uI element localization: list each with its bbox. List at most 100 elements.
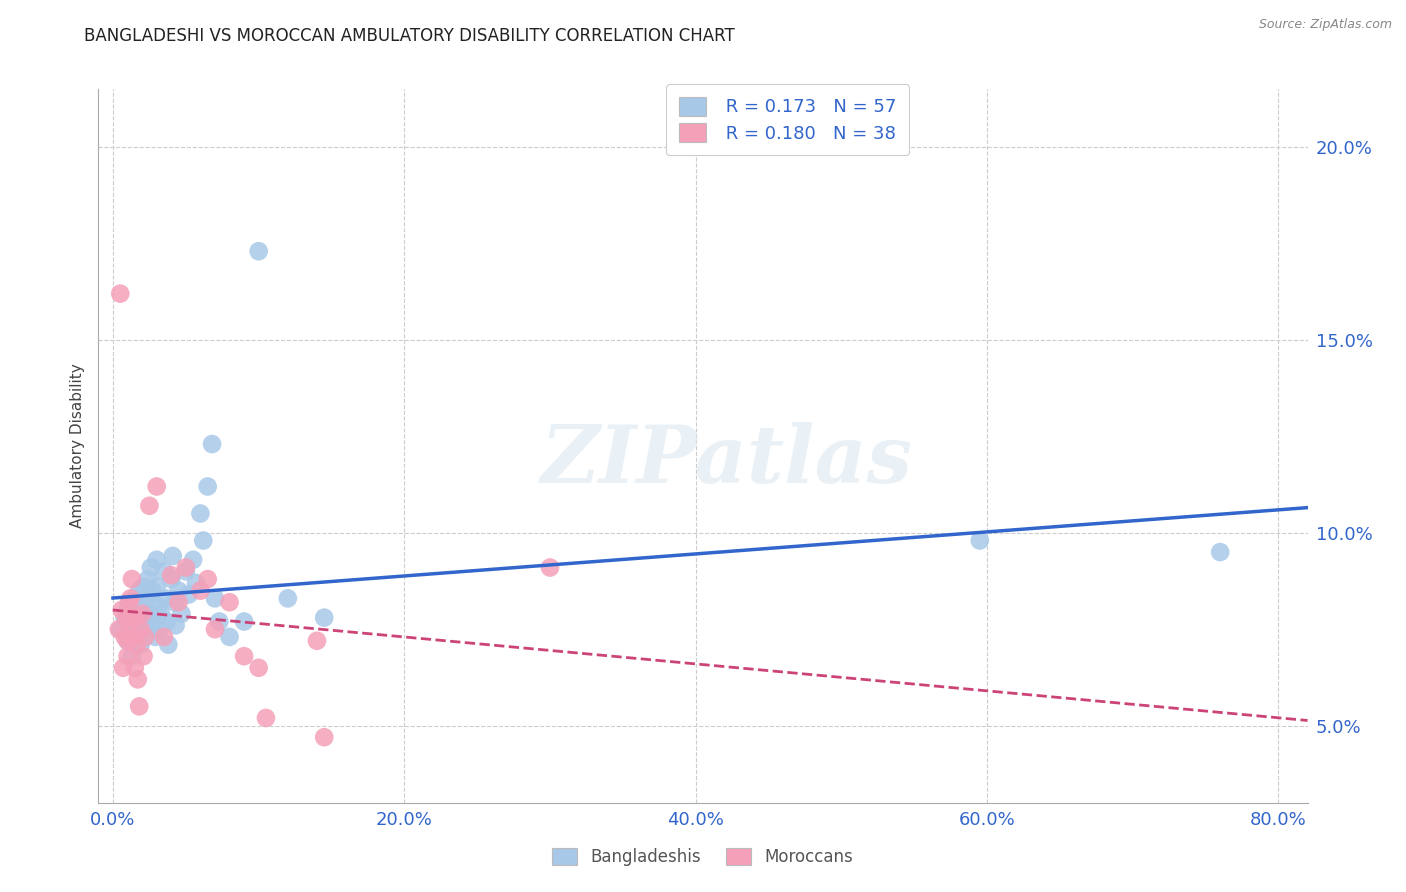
Point: [165, 618, 187, 632]
Point: [174, 560, 197, 574]
Point: [128, 699, 150, 714]
Point: [112, 661, 135, 675]
Point: [153, 565, 176, 579]
Point: [118, 595, 141, 609]
Point: [218, 595, 240, 609]
Point: [193, 533, 215, 548]
Text: Source: ZipAtlas.com: Source: ZipAtlas.com: [1258, 18, 1392, 31]
Point: [125, 638, 148, 652]
Point: [129, 638, 152, 652]
Point: [160, 568, 183, 582]
Point: [181, 553, 204, 567]
Point: [247, 244, 270, 259]
Point: [162, 549, 184, 563]
Point: [111, 603, 134, 617]
Point: [190, 583, 212, 598]
Point: [125, 615, 148, 629]
Point: [314, 730, 336, 744]
Point: [277, 591, 299, 606]
Point: [115, 610, 138, 624]
Point: [122, 630, 145, 644]
Point: [204, 622, 226, 636]
Point: [127, 673, 149, 687]
Point: [120, 615, 142, 629]
Point: [141, 583, 163, 598]
Point: [157, 638, 180, 652]
Point: [134, 610, 156, 624]
Point: [138, 591, 160, 606]
Point: [184, 576, 207, 591]
Point: [247, 661, 270, 675]
Legend:  R = 0.173   N = 57,  R = 0.180   N = 38: R = 0.173 N = 57, R = 0.180 N = 38: [666, 84, 910, 155]
Point: [124, 603, 146, 617]
Point: [233, 649, 256, 664]
Point: [305, 633, 328, 648]
Point: [314, 610, 336, 624]
Point: [254, 711, 277, 725]
Point: [969, 533, 991, 548]
Point: [197, 479, 219, 493]
Point: [156, 615, 179, 629]
Point: [139, 560, 162, 574]
Point: [197, 572, 219, 586]
Point: [117, 633, 139, 648]
Text: BANGLADESHI VS MOROCCAN AMBULATORY DISABILITY CORRELATION CHART: BANGLADESHI VS MOROCCAN AMBULATORY DISAB…: [84, 27, 735, 45]
Point: [131, 618, 153, 632]
Point: [132, 649, 155, 664]
Point: [233, 615, 256, 629]
Point: [110, 286, 132, 301]
Point: [117, 603, 139, 617]
Point: [108, 622, 131, 636]
Point: [131, 607, 153, 621]
Point: [145, 479, 167, 493]
Point: [146, 599, 169, 613]
Point: [132, 580, 155, 594]
Point: [190, 507, 212, 521]
Point: [114, 610, 136, 624]
Point: [124, 591, 146, 606]
Point: [131, 595, 153, 609]
Point: [120, 618, 142, 632]
Point: [167, 595, 190, 609]
Point: [121, 649, 143, 664]
Point: [127, 630, 149, 644]
Point: [174, 565, 197, 579]
Point: [150, 607, 173, 621]
Point: [201, 437, 224, 451]
Point: [145, 580, 167, 594]
Point: [117, 633, 139, 648]
Point: [136, 572, 159, 586]
Point: [138, 607, 160, 621]
Point: [145, 553, 167, 567]
Point: [129, 622, 152, 636]
Point: [134, 630, 156, 644]
Point: [218, 630, 240, 644]
Point: [170, 607, 193, 621]
Point: [125, 610, 148, 624]
Point: [177, 587, 200, 601]
Point: [163, 595, 186, 609]
Point: [114, 630, 136, 644]
Point: [143, 630, 166, 644]
Point: [128, 607, 150, 621]
Point: [110, 622, 132, 636]
Point: [138, 499, 160, 513]
Point: [135, 626, 157, 640]
Point: [155, 591, 177, 606]
Legend: Bangladeshis, Moroccans: Bangladeshis, Moroccans: [544, 840, 862, 875]
Text: ZIPatlas: ZIPatlas: [541, 422, 914, 499]
Point: [160, 572, 183, 586]
Point: [142, 615, 165, 629]
Point: [1209, 545, 1232, 559]
Point: [204, 591, 226, 606]
Point: [121, 572, 143, 586]
Point: [128, 583, 150, 598]
Point: [149, 622, 172, 636]
Y-axis label: Ambulatory Disability: Ambulatory Disability: [69, 364, 84, 528]
Point: [153, 630, 176, 644]
Point: [538, 560, 561, 574]
Point: [167, 583, 190, 598]
Point: [120, 591, 142, 606]
Point: [117, 649, 139, 664]
Point: [124, 661, 146, 675]
